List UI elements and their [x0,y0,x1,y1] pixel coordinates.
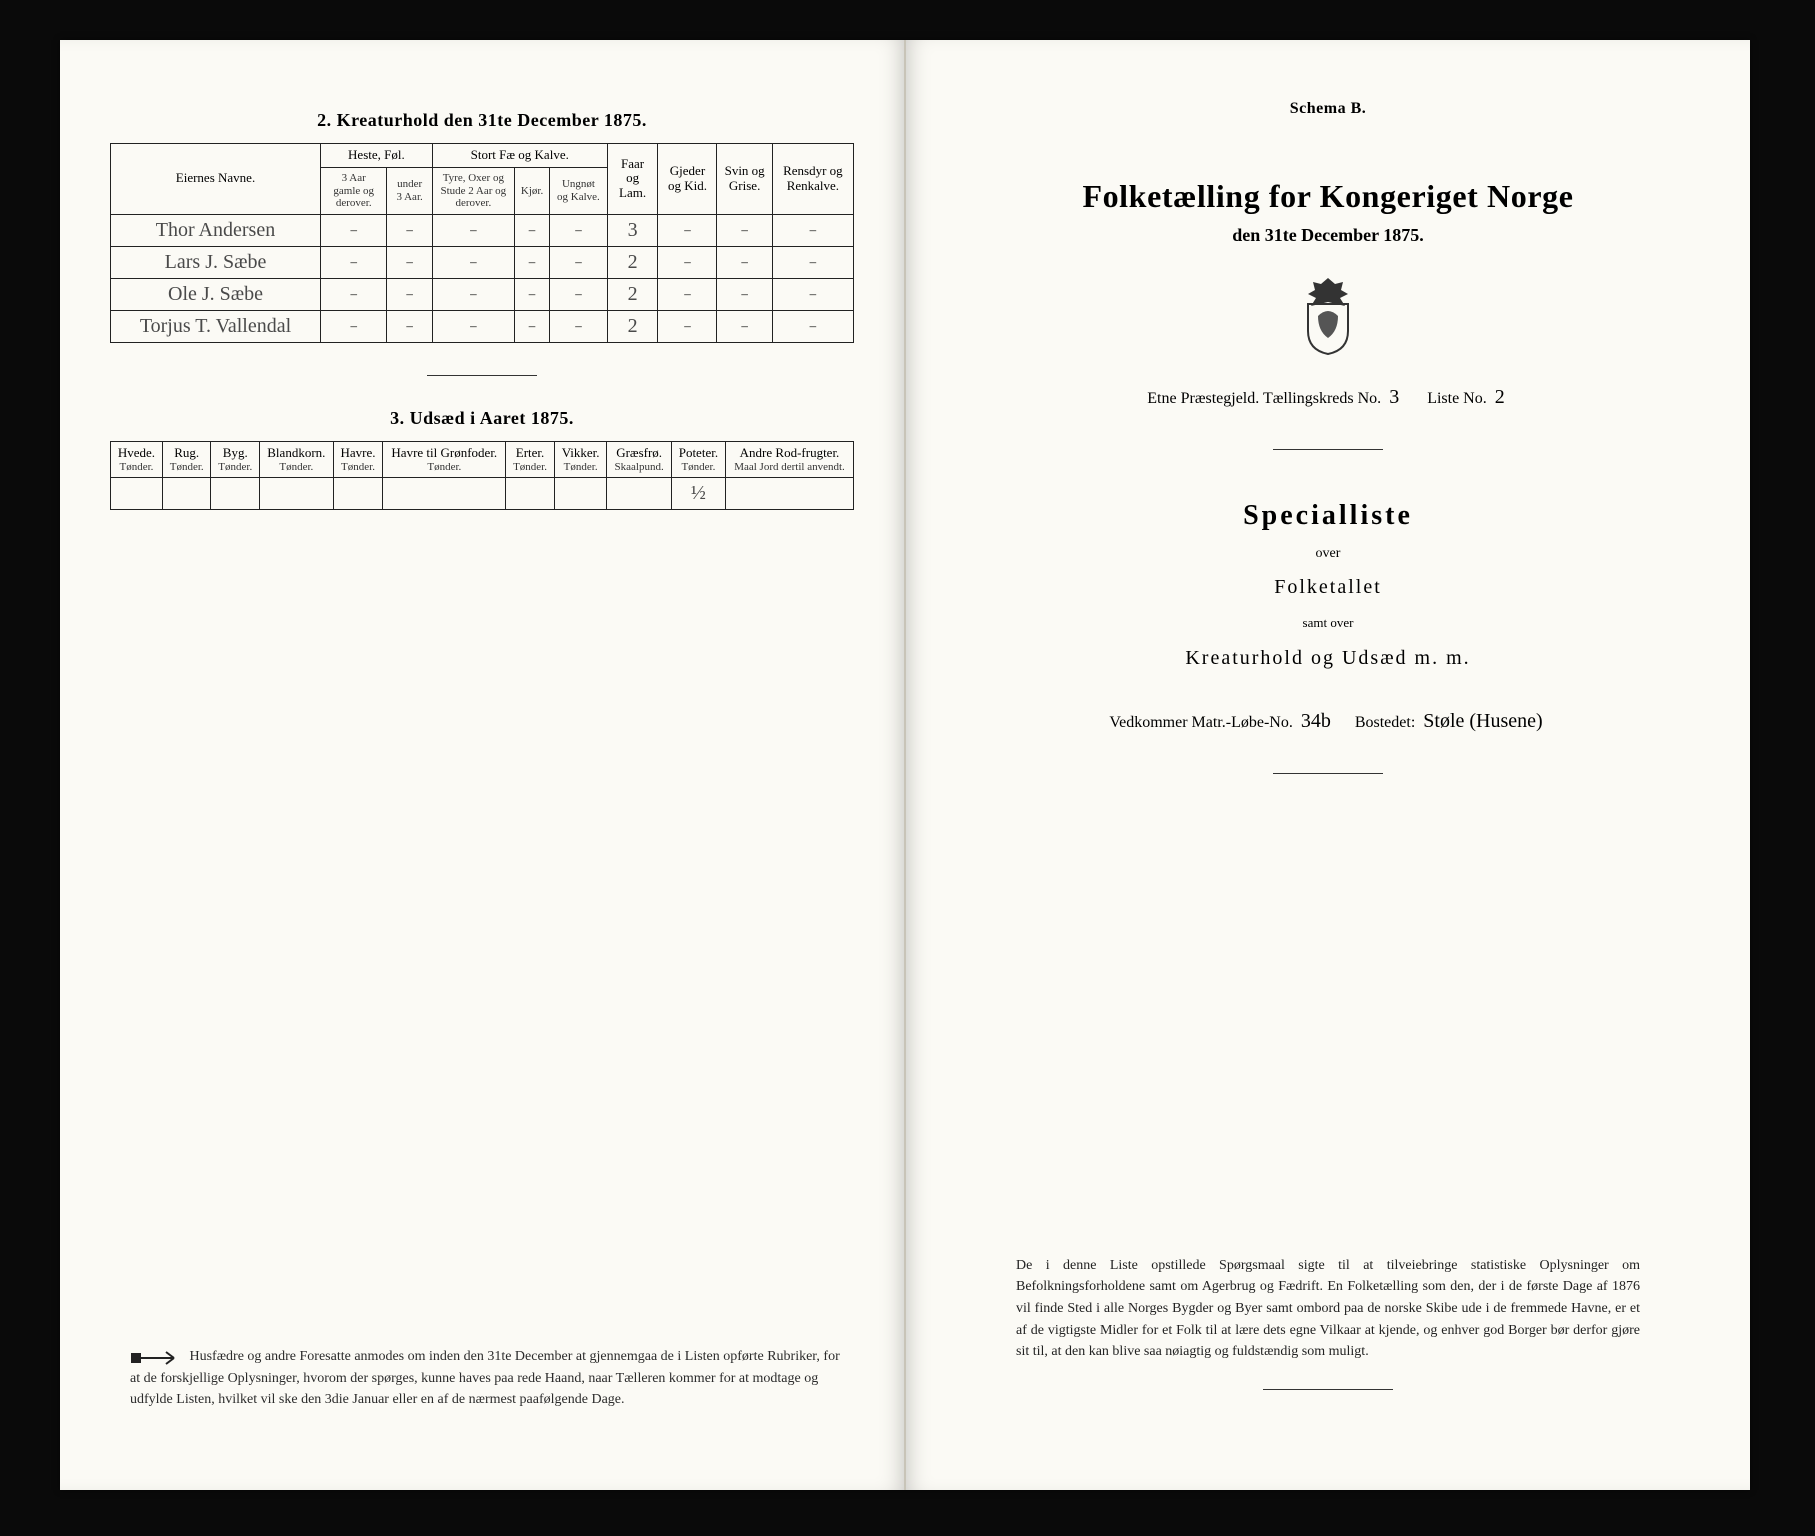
poteter-val: ½ [671,478,725,510]
c2h: Byg.Tønder. [211,441,260,478]
section2-title: 2. Kreaturhold den 31te December 1875. [110,110,854,131]
page-left: 2. Kreaturhold den 31te December 1875. E… [60,40,906,1490]
divider [1273,773,1383,774]
col-cattle-c: Ungnøt og Kalve. [550,167,607,214]
cell [211,478,260,510]
final-rule [1263,1389,1393,1390]
meta-prefix: Etne Præstegjeld. Tællingskreds No. [1147,390,1381,407]
c1h: Rug.Tønder. [162,441,211,478]
col-cattle-b: Kjør. [514,167,549,214]
cell [726,478,854,510]
col-horse-b: under 3 Aar. [387,167,432,214]
specialliste-heading: Specialliste [956,500,1700,532]
col-horse-a: 3 Aar gamle og derover. [321,167,387,214]
cell [111,478,163,510]
c0h: Hvede.Tønder. [111,441,163,478]
c3h: Blandkorn.Tønder. [260,441,334,478]
udsaed-head-row: Hvede.Tønder. Rug.Tønder. Byg.Tønder. Bl… [111,441,854,478]
c4h: Havre.Tønder. [333,441,383,478]
grp-horses: Heste, Føl. [321,144,433,168]
vedk-b: Bostedet: [1355,714,1415,731]
divider [1273,449,1383,450]
kreaturhold-body: Thor Andersen ––––– 3 ––– Lars J. Sæbe –… [111,214,854,342]
col-pig: Svin og Grise. [717,144,772,215]
table-row: Thor Andersen ––––– 3 ––– [111,214,854,246]
kreaturhold-heading: Kreaturhold og Udsæd m. m. [956,647,1700,670]
col-goat: Gjeder og Kid. [658,144,717,215]
vedkommer-line: Vedkommer Matr.-Løbe-No. 34b Bostedet: S… [956,710,1700,733]
cell [554,478,607,510]
sheep-val: 3 [607,214,658,246]
sheep-val: 2 [607,310,658,342]
page-right: Schema B. Folketælling for Kongeriget No… [906,40,1750,1490]
owner-name: Lars J. Sæbe [111,246,321,278]
cell [260,478,334,510]
c7h: Vikker.Tønder. [554,441,607,478]
cell [162,478,211,510]
vedk-place: Støle (Husene) [1419,710,1546,732]
udsaed-row: ½ [111,478,854,510]
schema-label: Schema B. [956,100,1700,118]
folketallet-heading: Folketallet [956,576,1700,599]
scan-frame: 2. Kreaturhold den 31te December 1875. E… [60,40,1750,1490]
book-spread: 2. Kreaturhold den 31te December 1875. E… [60,40,1750,1490]
grp-cattle: Stort Fæ og Kalve. [432,144,607,168]
meta-line: Etne Præstegjeld. Tællingskreds No. 3 Li… [956,386,1700,409]
over-label: over [956,546,1700,562]
col-owner: Eiernes Navne. [111,144,321,215]
bottom-text: De i denne Liste opstillede Spørgsmaal s… [1016,1258,1640,1360]
bottom-paragraph: De i denne Liste opstillede Spørgsmaal s… [1016,1255,1640,1390]
col-sheep: Faar og Lam. [607,144,658,215]
meta-kreds-value: 3 [1385,386,1403,408]
section3-title: 3. Udsæd i Aaret 1875. [110,408,854,429]
vedk-no: 34b [1297,710,1335,732]
cell [506,478,555,510]
cell [607,478,671,510]
c10h: Andre Rod-frugter.Maal Jord dertil anven… [726,441,854,478]
main-subtitle: den 31te December 1875. [956,225,1700,246]
cell [383,478,506,510]
main-title: Folketælling for Kongeriget Norge [956,178,1700,215]
owner-name: Ole J. Sæbe [111,278,321,310]
owner-name: Torjus T. Vallendal [111,310,321,342]
pointing-hand-icon [130,1347,178,1369]
cell [333,478,383,510]
meta-liste-label: Liste No. [1427,390,1487,407]
udsaed-table: Hvede.Tønder. Rug.Tønder. Byg.Tønder. Bl… [110,441,854,511]
vedk-a: Vedkommer Matr.-Løbe-No. [1109,714,1293,731]
table-row: Torjus T. Vallendal ––––– 2 ––– [111,310,854,342]
c9h: Poteter.Tønder. [671,441,725,478]
c5h: Havre til Grønfoder.Tønder. [383,441,506,478]
sheep-val: 2 [607,278,658,310]
footnote: Husfædre og andre Foresatte anmodes om i… [130,1347,844,1410]
table-row: Ole J. Sæbe ––––– 2 ––– [111,278,854,310]
footnote-text: Husfædre og andre Foresatte anmodes om i… [130,1349,840,1406]
owner-name: Thor Andersen [111,214,321,246]
col-reindeer: Rensdyr og Renkalve. [772,144,853,215]
col-cattle-a: Tyre, Oxer og Stude 2 Aar og derover. [432,167,514,214]
meta-liste-value: 2 [1491,386,1509,408]
sheep-val: 2 [607,246,658,278]
c6h: Erter.Tønder. [506,441,555,478]
samt-label: samt over [956,615,1700,631]
c8h: Græsfrø.Skaalpund. [607,441,671,478]
table-row: Lars J. Sæbe ––––– 2 ––– [111,246,854,278]
divider [427,375,537,376]
coat-of-arms-icon [1293,276,1363,356]
kreaturhold-table: Eiernes Navne. Heste, Føl. Stort Fæ og K… [110,143,854,343]
